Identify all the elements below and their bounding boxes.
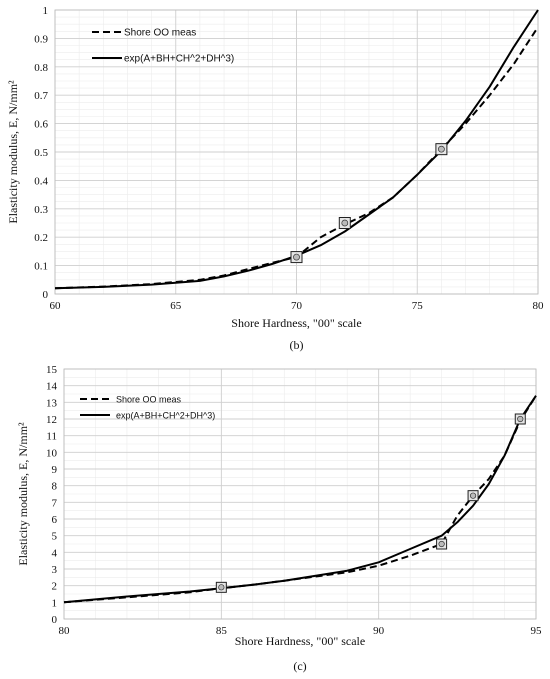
data-marker-circle (341, 219, 349, 227)
data-marker-circle (469, 492, 477, 499)
series-line-fit (63, 395, 537, 604)
legend-label: Shore OO meas (124, 28, 196, 39)
y-tick-label: 7 (52, 497, 58, 509)
data-marker-circle (517, 415, 524, 423)
x-axis-label: Shore Hardness, "00" scale (231, 316, 361, 330)
y-tick-label: 0.9 (34, 33, 48, 45)
x-tick-label: 85 (216, 625, 228, 637)
y-tick-label: 0.5 (34, 147, 48, 159)
x-tick-label: 90 (373, 625, 385, 637)
y-tick-label: 0.1 (34, 261, 48, 273)
series-line-fit (54, 9, 539, 290)
y-tick-label: 0 (43, 289, 49, 301)
legend: Shore OO meas exp(A+BH+CH^2+DH^3) (80, 395, 215, 421)
marker-layer (215, 413, 526, 593)
y-tick-label: 14 (46, 381, 58, 393)
x-tick-label: 65 (170, 300, 182, 312)
y-tick-label: 12 (46, 414, 57, 426)
y-tick-label: 1 (43, 5, 49, 17)
x-tick-label: 80 (59, 625, 71, 637)
y-tick-label: 0.6 (34, 119, 48, 131)
y-tick-label: 0.2 (34, 232, 48, 244)
y-tick-label: 10 (46, 447, 58, 459)
y-axis-label: Elasticity modulus, E, N/mm² (6, 80, 20, 224)
y-tick-label: 3 (52, 564, 58, 576)
x-axis-label: Shore Hardness, "00" scale (235, 634, 365, 648)
x-tick-label: 75 (412, 300, 424, 312)
y-tick-label: 0.4 (34, 175, 48, 187)
legend-label: exp(A+BH+CH^2+DH^3) (116, 411, 215, 421)
y-tick-label: 2 (52, 581, 58, 593)
y-tick-label: 0.7 (34, 90, 48, 102)
legend-label: Shore OO meas (116, 395, 182, 405)
y-tick-label: 11 (46, 431, 57, 443)
major-grid (63, 368, 537, 620)
plot-frame (63, 368, 537, 620)
x-tick-label: 80 (533, 300, 545, 312)
x-tick-label: 60 (50, 300, 62, 312)
data-marker-circle (438, 540, 445, 548)
legend: Shore OO meas exp(A+BH+CH^2+DH^3) (92, 28, 234, 65)
marker-layer (290, 143, 448, 264)
x-tick-label: 70 (291, 300, 303, 312)
series-line-measured (63, 395, 537, 604)
figure-caption: (b) (290, 338, 304, 352)
legend-label: exp(A+BH+CH^2+DH^3) (124, 54, 234, 65)
plot-frame (54, 9, 539, 295)
y-tick-label: 13 (46, 397, 58, 409)
y-axis-label: Elasticity modulus, E, N/mm² (16, 422, 30, 566)
data-marker-circle (293, 253, 300, 261)
y-tick-label: 0 (52, 614, 58, 626)
tick-labels: 60 65 70 75 80 0 0.1 0.2 0.3 0.4 0.5 0.6 0.7 0.8 0.9 1 (34, 5, 544, 312)
y-tick-label: 1 (52, 597, 58, 609)
y-tick-label: 15 (46, 364, 58, 376)
y-tick-label: 0.3 (34, 204, 48, 216)
y-tick-label: 8 (52, 481, 58, 493)
y-tick-label: 4 (52, 547, 58, 559)
y-tick-label: 9 (52, 464, 58, 476)
chart-panel-b: 60 65 70 75 8000.10.20.30.40.50.60.70.80.91 … (6, 5, 544, 352)
figure-caption: (c) (293, 659, 306, 673)
minor-grid (63, 368, 537, 620)
y-tick-label: 5 (52, 531, 58, 543)
data-marker-circle (218, 584, 225, 591)
y-tick-label: 6 (52, 514, 58, 526)
data-marker-circle (438, 145, 445, 153)
x-tick-label: 95 (531, 625, 543, 637)
y-tick-label: 0.8 (34, 62, 48, 74)
major-grid (54, 9, 539, 295)
series-layer (54, 9, 539, 290)
series-layer (63, 395, 537, 604)
